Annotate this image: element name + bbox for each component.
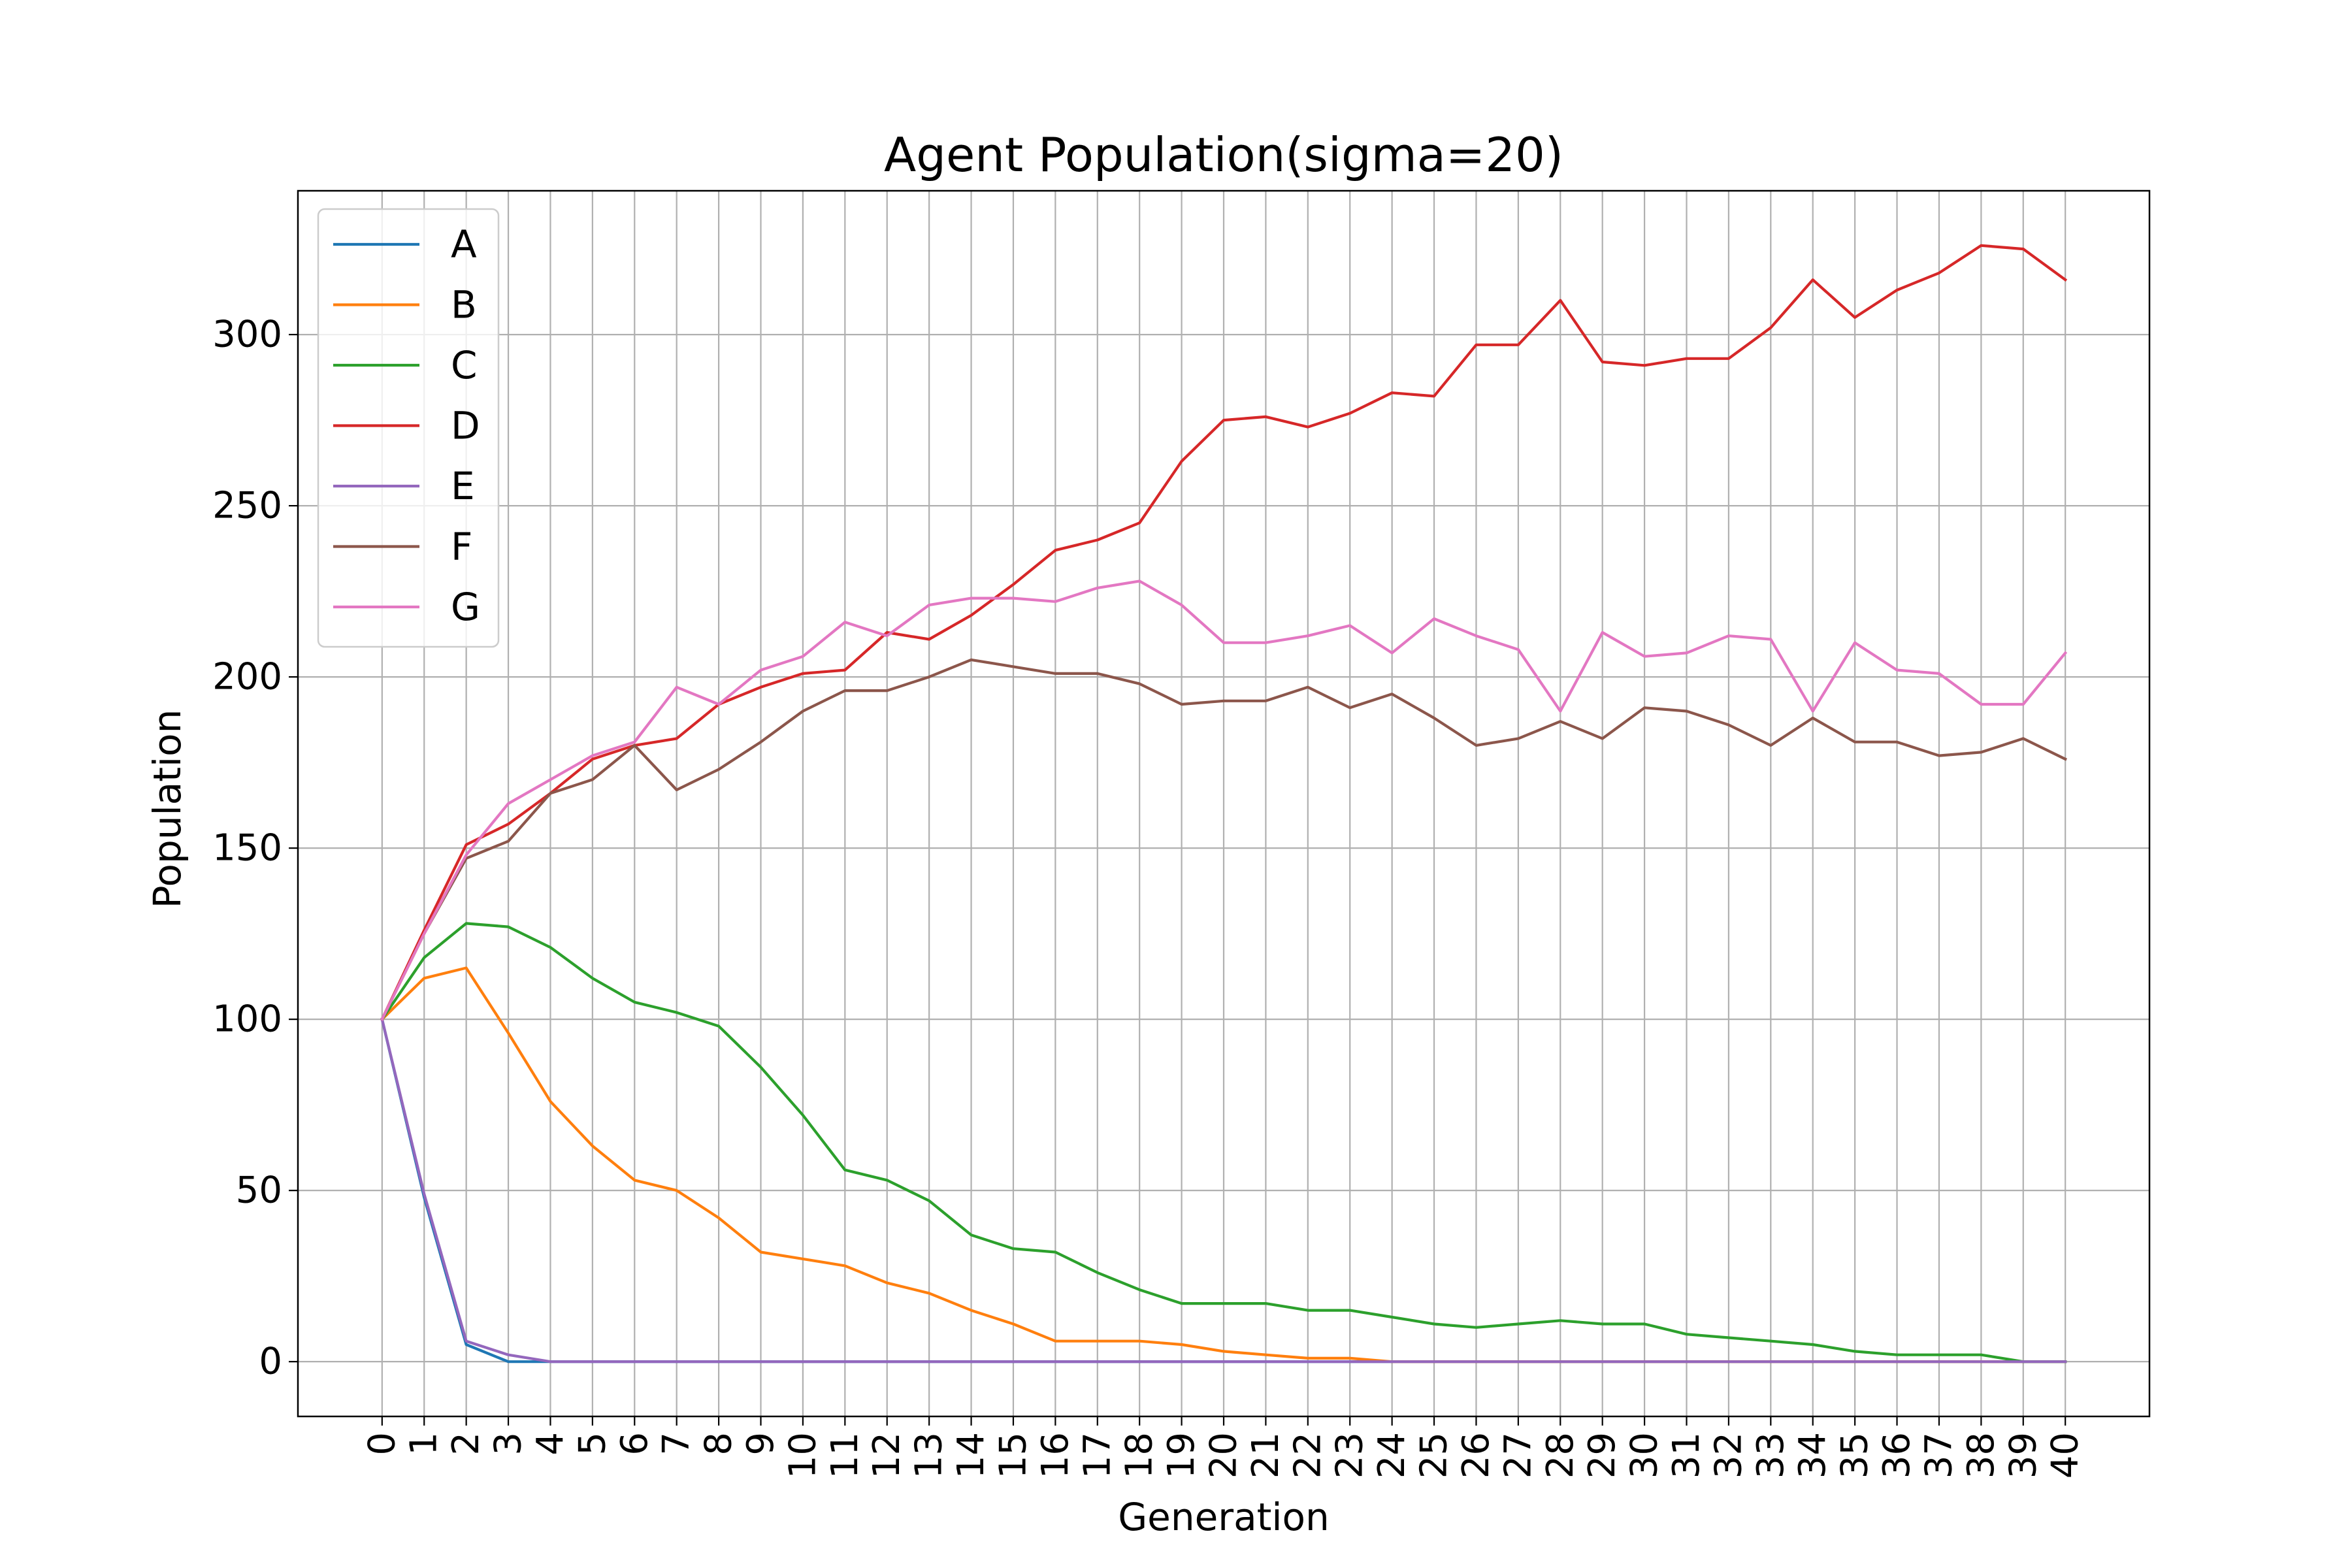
- x-tick-label: 12: [866, 1432, 908, 1478]
- legend-label-f: F: [451, 525, 472, 569]
- x-tick-label: 5: [571, 1432, 613, 1456]
- y-tick-label: 0: [259, 1341, 282, 1383]
- x-tick-label: 26: [1455, 1432, 1497, 1478]
- y-axis-label: Population: [145, 710, 189, 909]
- x-tick-label: 15: [992, 1432, 1034, 1478]
- y-tick-label: 250: [212, 485, 282, 527]
- x-tick-label: 28: [1539, 1432, 1582, 1478]
- legend-label-g: G: [451, 585, 480, 629]
- x-tick-label: 18: [1119, 1432, 1161, 1478]
- x-tick-label: 11: [824, 1432, 866, 1478]
- legend-label-a: A: [451, 222, 477, 267]
- y-tick-label: 200: [212, 656, 282, 698]
- series-line-g: [380, 580, 2068, 1021]
- x-tick-label: 37: [1918, 1432, 1960, 1478]
- x-tick-label: 22: [1286, 1432, 1329, 1478]
- legend-label-b: B: [451, 283, 477, 327]
- x-tick-label: 7: [655, 1432, 698, 1456]
- x-tick-label: 1: [403, 1432, 446, 1456]
- y-tick-label: 50: [236, 1169, 282, 1212]
- y-tick-label: 100: [212, 998, 282, 1041]
- x-axis-ticks: 0 1 2 3 4 5 6 7 8 9 10 11 12 13 14 15 16 17 18 19 20 21 22 23 24…: [361, 1416, 2087, 1478]
- x-tick-label: 4: [529, 1432, 572, 1456]
- legend-box: [317, 208, 500, 648]
- x-tick-label: 27: [1497, 1432, 1539, 1478]
- x-tick-label: 6: [613, 1432, 656, 1456]
- x-tick-label: 39: [2002, 1432, 2044, 1478]
- legend-label-d: D: [451, 404, 480, 448]
- x-tick-label: 33: [1750, 1432, 1792, 1478]
- series-line-c: [380, 922, 2067, 1364]
- x-tick-label: 21: [1245, 1432, 1287, 1478]
- x-tick-label: 34: [1791, 1432, 1834, 1478]
- x-tick-label: 9: [740, 1432, 782, 1456]
- x-tick-label: 31: [1665, 1432, 1708, 1478]
- x-tick-label: 3: [487, 1432, 530, 1456]
- x-tick-label: 35: [1834, 1432, 1876, 1478]
- x-tick-label: 17: [1076, 1432, 1119, 1478]
- legend-label-c: C: [451, 343, 478, 387]
- x-tick-label: 25: [1413, 1432, 1456, 1478]
- y-tick-label: 300: [212, 314, 282, 356]
- chart-title: Agent Population(sigma=20): [884, 127, 1563, 182]
- x-tick-label: 24: [1371, 1432, 1413, 1478]
- x-tick-label: 32: [1707, 1432, 1750, 1478]
- series-line-f: [380, 658, 2068, 1021]
- x-tick-label: 29: [1581, 1432, 1624, 1478]
- series-line-d: [380, 244, 2068, 1021]
- x-tick-label: 2: [445, 1432, 487, 1456]
- x-tick-label: 19: [1160, 1432, 1203, 1478]
- legend-label-e: E: [451, 464, 475, 508]
- x-tick-label: 30: [1624, 1432, 1666, 1478]
- x-tick-label: 0: [361, 1432, 403, 1456]
- series-lines: [380, 244, 2068, 1364]
- x-tick-label: 16: [1034, 1432, 1077, 1478]
- x-tick-label: 13: [908, 1432, 951, 1478]
- x-tick-label: 20: [1203, 1432, 1245, 1478]
- x-tick-label: 40: [2044, 1432, 2087, 1478]
- x-axis-label: Generation: [1118, 1495, 1330, 1539]
- x-tick-label: 8: [698, 1432, 740, 1456]
- x-tick-label: 38: [1960, 1432, 2002, 1478]
- x-tick-label: 36: [1876, 1432, 1918, 1478]
- x-tick-label: 10: [781, 1432, 824, 1478]
- x-tick-label: 14: [950, 1432, 992, 1478]
- series-line-e: [380, 1017, 2067, 1364]
- x-tick-label: 23: [1329, 1432, 1371, 1478]
- y-tick-label: 150: [212, 827, 282, 870]
- y-axis-ticks: 0 50 100 150 200 250 300: [212, 314, 298, 1383]
